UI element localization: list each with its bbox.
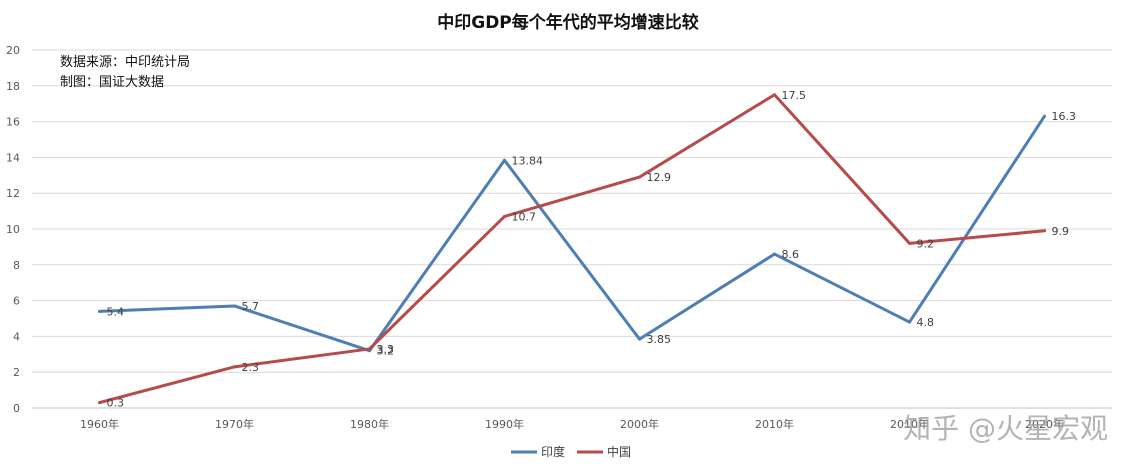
- data-point: [233, 365, 236, 369]
- annotation-author: 制图：国证大数据: [60, 75, 164, 90]
- data-point: [638, 175, 641, 179]
- data-point: [1043, 114, 1046, 118]
- x-tick-label: 1990年: [485, 417, 524, 431]
- x-tick-label: 1960年: [80, 417, 119, 431]
- legend: 印度 中国: [511, 444, 631, 459]
- data-point: [503, 158, 506, 162]
- data-point: [503, 214, 506, 218]
- data-point: [908, 320, 911, 324]
- y-tick-label: 4: [13, 330, 20, 343]
- data-point: [1043, 229, 1046, 233]
- data-label: 5.4: [107, 305, 125, 318]
- data-label: 8.6: [782, 248, 800, 261]
- watermark-text: 知乎 @火星宏观: [903, 412, 1108, 445]
- x-tick-label: 2020年: [1025, 417, 1064, 431]
- y-tick-label: 14: [6, 151, 20, 164]
- y-tick-label: 0: [13, 402, 20, 415]
- data-label: 4.8: [917, 316, 935, 329]
- data-label: 3.85: [647, 333, 672, 346]
- data-label: 9.9: [1052, 225, 1070, 238]
- x-tick-label: 2010年: [890, 417, 929, 431]
- y-tick-label: 2: [13, 366, 20, 379]
- series-line-中国: [98, 93, 1046, 405]
- data-label: 10.7: [512, 210, 537, 223]
- x-axis: 1960年 1970年 1980年 1990年 2000年 2010年 2010年 2020年: [80, 417, 1064, 431]
- data-label: 3.2: [377, 345, 395, 358]
- series-line-印度: [98, 114, 1046, 353]
- legend-label: 中国: [607, 444, 631, 459]
- data-label: 12.9: [647, 171, 672, 184]
- data-point: [638, 337, 641, 341]
- x-tick-label: 1970年: [215, 417, 254, 431]
- annotation-source: 数据来源：中印统计局: [60, 55, 190, 70]
- data-label: 17.5: [782, 89, 807, 102]
- y-tick-label: 20: [6, 44, 20, 57]
- legend-label: 印度: [541, 444, 565, 459]
- x-tick-label: 2000年: [620, 417, 659, 431]
- x-tick-label: 1980年: [350, 417, 389, 431]
- data-label: 9.2: [917, 237, 935, 250]
- data-label: 0.3: [107, 397, 125, 410]
- y-tick-label: 6: [13, 295, 20, 308]
- data-point: [233, 304, 236, 308]
- data-point: [368, 347, 371, 351]
- source-annotation: 数据来源：中印统计局 制图：国证大数据: [60, 55, 190, 90]
- series-layer: [98, 93, 1046, 405]
- chart-title: 中印GDP每个年代的平均增速比较: [437, 12, 699, 33]
- data-point: [773, 252, 776, 256]
- y-tick-label: 8: [13, 259, 20, 272]
- y-axis: 0 2 4 6 8 10 12 14 16 18 20: [6, 44, 20, 415]
- y-tick-label: 16: [6, 116, 20, 129]
- data-labels: 5.4 5.7 3.2 13.84 3.85 8.6 4.8 16.3 0.3 2.3 3.3 10.…: [107, 89, 1077, 410]
- data-label: 13.84: [512, 154, 544, 167]
- data-point: [98, 309, 101, 313]
- y-tick-label: 18: [6, 80, 20, 93]
- data-point: [98, 401, 101, 405]
- y-tick-label: 10: [6, 223, 20, 236]
- data-point: [773, 93, 776, 97]
- data-label: 16.3: [1052, 110, 1077, 123]
- data-label: 5.7: [242, 300, 260, 313]
- data-point: [908, 241, 911, 245]
- x-tick-label: 2010年: [755, 417, 794, 431]
- y-tick-label: 12: [6, 187, 20, 200]
- gridlines: [32, 49, 1112, 409]
- data-label: 3.3: [377, 343, 395, 356]
- data-label: 2.3: [242, 361, 260, 374]
